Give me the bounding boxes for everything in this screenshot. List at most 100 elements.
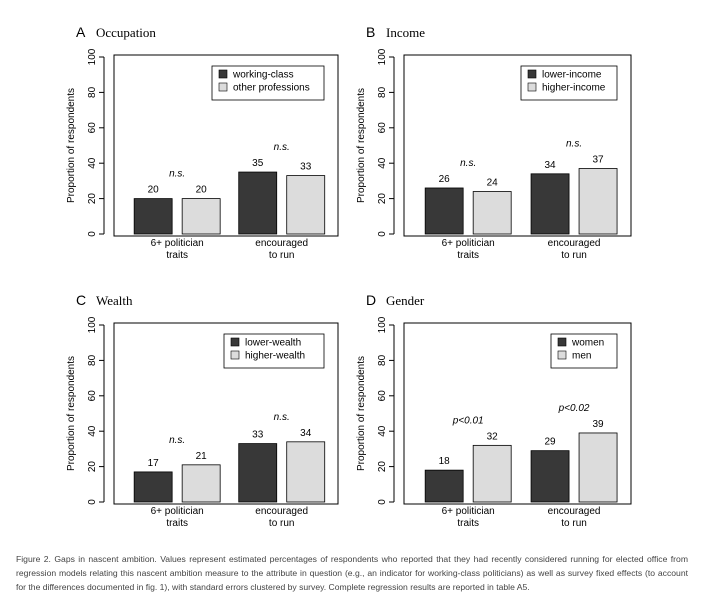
bar: [472, 444, 512, 503]
legend-label: lower-income: [542, 70, 602, 81]
bar-value-label: 26: [439, 174, 451, 185]
y-tick-label: 80: [377, 86, 388, 98]
y-tick-label: 40: [87, 425, 98, 437]
bar-value-label: 33: [300, 162, 312, 173]
bar: [238, 443, 278, 503]
significance-label: n.s.: [274, 412, 290, 423]
category-label: 6+ politician: [151, 238, 204, 249]
legend-label: working-class: [232, 70, 294, 81]
panel-letter: D: [366, 292, 376, 308]
y-tick-label: 0: [377, 231, 388, 237]
y-tick-label: 20: [87, 193, 98, 205]
bar-value-label: 24: [487, 178, 499, 189]
y-tick-label: 80: [87, 86, 98, 98]
category-label: encouraged: [548, 238, 601, 249]
y-tick-label: 100: [377, 316, 388, 333]
bar: [133, 198, 173, 235]
bar-value-label: 32: [487, 431, 499, 442]
bar-value-label: 18: [439, 456, 451, 467]
bar: [472, 191, 512, 235]
y-tick-label: 80: [377, 354, 388, 366]
chart-panel-d: D Gender 0 20 40 60 80 100 Proportion of respond…: [356, 292, 632, 529]
bar: [181, 464, 221, 503]
y-tick-label: 40: [377, 425, 388, 437]
panel-title: Gender: [386, 293, 425, 308]
legend-label: men: [572, 351, 591, 362]
figure-caption: Figure 2. Gaps in nascent ambition. Valu…: [16, 554, 688, 592]
legend-label: higher-wealth: [245, 351, 305, 362]
y-axis-label: Proportion of respondents: [66, 356, 77, 471]
significance-label: n.s.: [460, 158, 476, 169]
category-label: 6+ politician: [442, 238, 495, 249]
panel-title: Income: [386, 25, 425, 40]
bar: [424, 187, 464, 235]
bar-value-label: 21: [196, 451, 208, 462]
bar-value-label: 37: [592, 155, 604, 166]
legend: women men: [550, 333, 618, 369]
category-label: to run: [561, 518, 587, 529]
bar: [133, 471, 173, 503]
bar: [578, 168, 618, 235]
plot-frame: [113, 322, 339, 505]
category-label: 6+ politician: [151, 506, 204, 517]
bar-value-label: 34: [300, 428, 312, 439]
bar: [424, 469, 464, 503]
category-label: traits: [166, 518, 188, 529]
y-tick-label: 60: [377, 390, 388, 402]
legend-swatch: [527, 69, 537, 79]
bar: [578, 432, 618, 503]
category-label: encouraged: [255, 506, 308, 517]
y-axis-label: Proportion of respondents: [356, 356, 367, 471]
y-tick-label: 40: [377, 157, 388, 169]
y-tick-label: 80: [87, 354, 98, 366]
significance-label: n.s.: [566, 139, 582, 150]
legend-label: women: [571, 338, 604, 349]
y-axis-label: Proportion of respondents: [66, 88, 77, 203]
y-tick-label: 0: [377, 499, 388, 505]
legend-swatch: [230, 350, 240, 360]
chart-panel-b: B Income 0 20 40 60 80 100 Proportion of respond…: [356, 24, 632, 261]
figure-panels: A Occupation 0 20 40 60 80 100 Proportion of res…: [66, 24, 632, 529]
y-tick-label: 60: [87, 390, 98, 402]
significance-label: n.s.: [169, 169, 185, 180]
plot-frame: [403, 322, 632, 505]
category-label: to run: [269, 518, 295, 529]
legend-box: [223, 333, 325, 369]
significance-label: n.s.: [274, 142, 290, 153]
significance-label: n.s.: [169, 435, 185, 446]
y-tick-label: 20: [87, 461, 98, 473]
legend-swatch: [218, 82, 228, 92]
y-axis-label: Proportion of respondents: [356, 88, 367, 203]
legend-swatch: [557, 350, 567, 360]
significance-label: p<0.01: [452, 415, 484, 426]
panel-letter: C: [76, 292, 86, 308]
bar: [286, 175, 326, 235]
y-tick-label: 60: [87, 122, 98, 134]
plot-frame: [403, 54, 632, 237]
bar-value-label: 29: [544, 437, 556, 448]
legend-swatch: [527, 82, 537, 92]
bar-value-label: 35: [252, 158, 264, 169]
bar: [530, 173, 570, 235]
category-label: to run: [561, 250, 587, 261]
y-tick-label: 20: [377, 461, 388, 473]
y-tick-label: 100: [377, 48, 388, 65]
legend-label: lower-wealth: [245, 338, 301, 349]
y-tick-label: 0: [87, 231, 98, 237]
legend-swatch: [218, 69, 228, 79]
significance-label: p<0.02: [558, 403, 590, 414]
y-tick-label: 20: [377, 193, 388, 205]
legend: working-class other professions: [211, 65, 325, 101]
category-label: encouraged: [255, 238, 308, 249]
chart-panel-c: C Wealth 0 20 40 60 80 100 Proportion of respond…: [66, 292, 339, 529]
category-label: 6+ politician: [442, 506, 495, 517]
chart-panel-a: A Occupation 0 20 40 60 80 100 Proportion of res…: [66, 24, 339, 261]
legend: lower-income higher-income: [520, 65, 618, 101]
legend-box: [520, 65, 618, 101]
legend-label: higher-income: [542, 83, 606, 94]
category-label: traits: [457, 250, 479, 261]
bar: [286, 441, 326, 503]
panel-title: Occupation: [96, 25, 156, 40]
bar: [530, 450, 570, 503]
category-label: traits: [457, 518, 479, 529]
